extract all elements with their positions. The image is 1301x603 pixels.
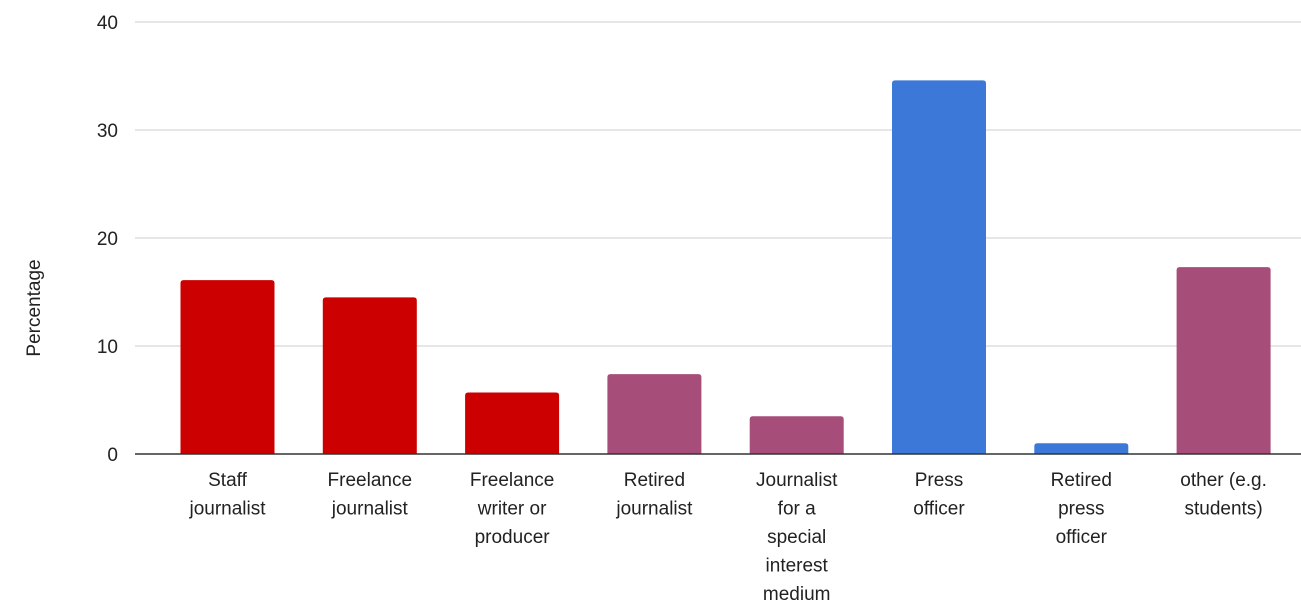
x-axis-labels: Staff journalist Freelance journalist Freela… (188, 470, 1266, 603)
gridlines (135, 21, 1301, 347)
bar (1176, 267, 1271, 454)
x-category-label: Freelance journalist (328, 470, 413, 520)
x-category-label: Journalist for a special interest medium (756, 470, 838, 603)
y-tick-label: 20 (97, 229, 118, 250)
bar (749, 416, 844, 454)
bar (892, 80, 986, 454)
bars (180, 80, 1271, 454)
y-tick-label: 10 (97, 337, 118, 358)
bar (607, 374, 702, 454)
bar (465, 392, 560, 454)
x-category-label: other (e.g. students) (1180, 470, 1267, 520)
bar (180, 280, 275, 454)
y-tick-label: 30 (97, 121, 118, 142)
bar (322, 297, 417, 454)
x-category-label: Staff journalist (188, 470, 266, 520)
x-category-label: Freelance writer or producer (470, 470, 555, 548)
x-category-label: Press officer (913, 470, 965, 520)
x-category-label: Retired press officer (1051, 470, 1112, 548)
y-tick-label: 0 (107, 445, 118, 466)
y-tick-label: 40 (97, 13, 118, 34)
y-axis-ticks: 0 10 20 30 40 (97, 13, 118, 466)
y-axis-label: Percentage (24, 259, 45, 356)
bar (1034, 443, 1129, 454)
x-category-label: Retired journalist (615, 470, 693, 520)
